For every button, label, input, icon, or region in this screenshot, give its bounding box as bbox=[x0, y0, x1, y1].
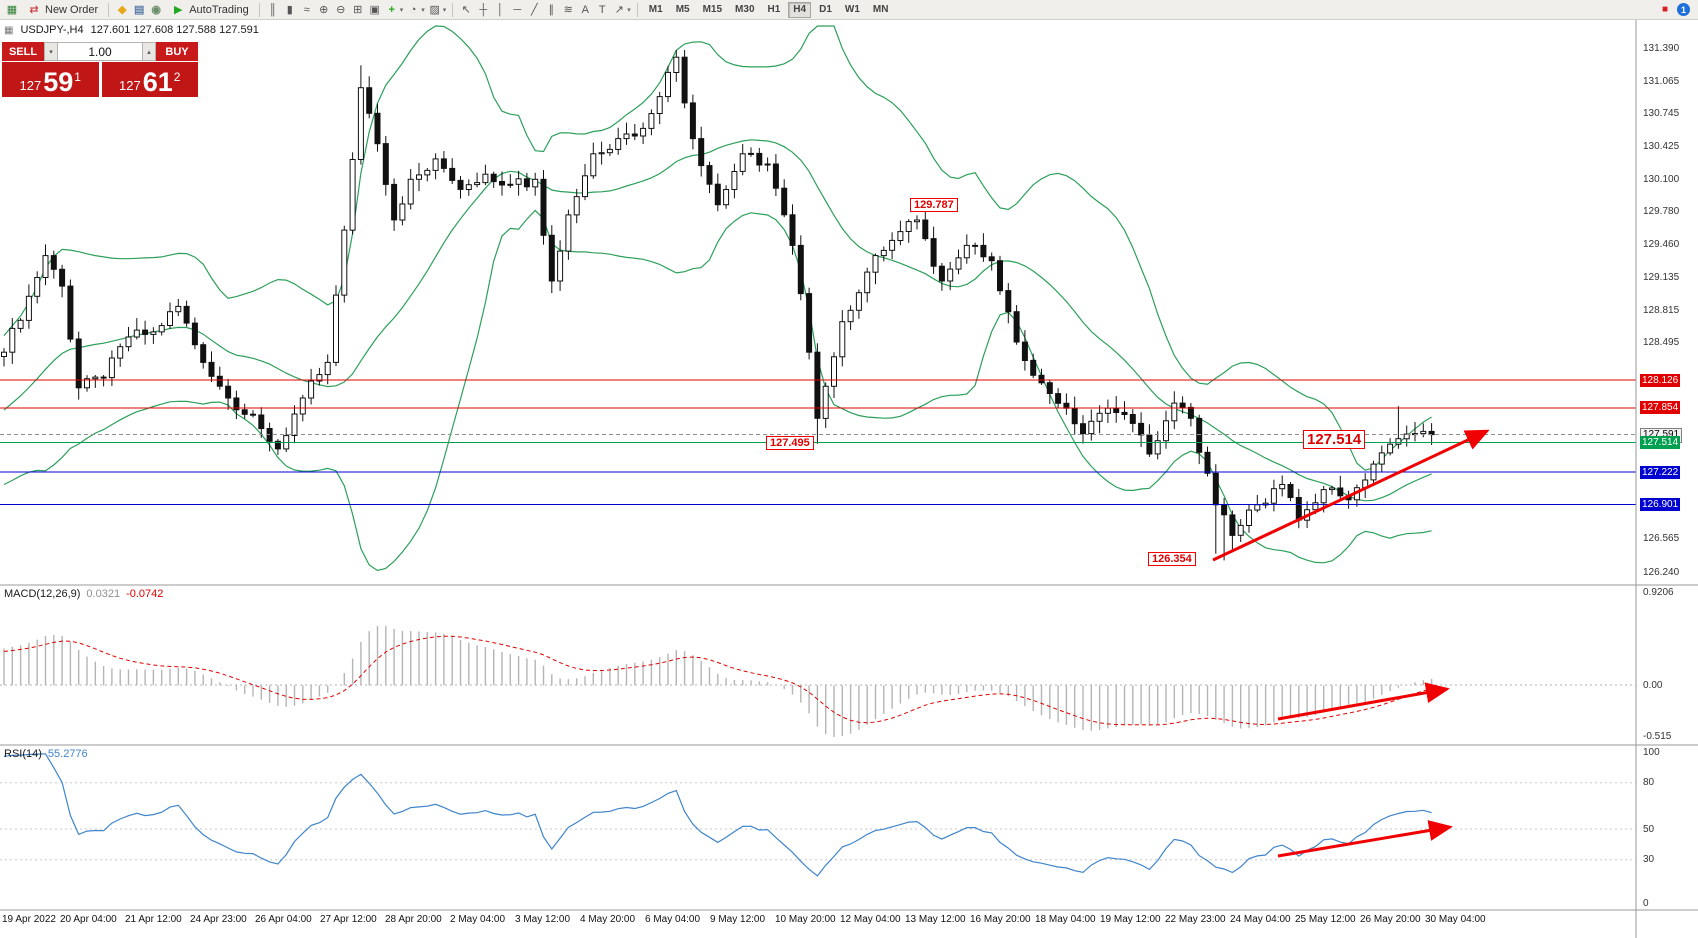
sell-price-pips: 59 bbox=[43, 67, 74, 98]
sell-price-subpip: 1 bbox=[74, 70, 81, 84]
sell-button[interactable]: SELL bbox=[2, 42, 44, 61]
crosshair-icon[interactable]: ┼ bbox=[479, 3, 488, 16]
symbol-info: ▦ USDJPY-,H4 127.601 127.608 127.588 127… bbox=[4, 24, 259, 36]
autotrading-button[interactable]: ▶ AutoTrading bbox=[165, 0, 254, 20]
buy-price-button[interactable]: 127 61 2 bbox=[101, 62, 198, 98]
rsi-title: RSI(14) bbox=[4, 748, 42, 760]
new-order-icon: ⇄ bbox=[29, 3, 39, 16]
arrows-tool-icon[interactable]: ↗ bbox=[614, 3, 624, 16]
buy-price-pips: 61 bbox=[142, 67, 173, 98]
timeframe-m5[interactable]: M5 bbox=[675, 3, 690, 15]
bollinger-band-line bbox=[3, 209, 1432, 572]
notification-badge[interactable]: 1 bbox=[1677, 3, 1690, 16]
horizontal-line-icon[interactable]: ─ bbox=[513, 3, 522, 16]
trend-arrow-object[interactable] bbox=[1277, 820, 1453, 858]
cursor-icon[interactable]: ↖ bbox=[461, 3, 471, 16]
candlestick-chart-icon[interactable]: ▮ bbox=[286, 3, 293, 16]
timeframe-m15[interactable]: M15 bbox=[702, 3, 723, 15]
volume-increase-button[interactable]: ▴ bbox=[142, 42, 156, 61]
text-icon[interactable]: A bbox=[581, 3, 589, 16]
timeframe-h1[interactable]: H1 bbox=[767, 3, 781, 15]
sell-price-button[interactable]: 127 59 1 bbox=[2, 62, 99, 97]
volume-input[interactable]: 1.00 bbox=[58, 42, 142, 61]
data-window-icon[interactable]: ◉ bbox=[151, 3, 161, 16]
draw-tools-group: ↖ ┼ │ ─ ╱ ∥ ≋ A T ↗ ▾ bbox=[458, 2, 632, 18]
vertical-line-icon[interactable]: │ bbox=[496, 3, 504, 16]
timeframes-group: M1 M5 M15 M30 H1 H4 D1 W1 MN bbox=[643, 1, 895, 18]
sell-price-int: 127 bbox=[19, 78, 42, 93]
strategy-tester-icon[interactable]: ▤ bbox=[133, 3, 145, 16]
toolbar-separator bbox=[636, 2, 638, 17]
toolbar-separator bbox=[258, 2, 260, 17]
timeframe-w1[interactable]: W1 bbox=[844, 3, 860, 15]
quick-icons-group: ◆ ▤ ◉ bbox=[114, 2, 164, 18]
macd-title: MACD(12,26,9) bbox=[4, 588, 81, 600]
symbol-name: USDJPY-,H4 bbox=[20, 24, 84, 36]
toolbar-right-group: ■ 1 bbox=[1657, 2, 1690, 18]
periods-icon-dropdown[interactable]: ▾ bbox=[421, 6, 425, 14]
trend-arrow-object[interactable] bbox=[1212, 429, 1490, 562]
timeframe-mn[interactable]: MN bbox=[872, 3, 889, 15]
templates-icon[interactable]: ▨ bbox=[429, 3, 440, 16]
zoom-out-icon[interactable]: ⊖ bbox=[336, 3, 346, 16]
toolbar-separator bbox=[108, 2, 110, 17]
autotrading-label: AutoTrading bbox=[189, 3, 249, 16]
buy-price-int: 127 bbox=[119, 78, 141, 93]
rsi-indicator-label: RSI(14) 55.2776 bbox=[4, 748, 88, 760]
new-order-label: New Order bbox=[45, 3, 99, 16]
toolbar: ▦ ⇄ New Order ◆ ▤ ◉ ▶ AutoTrading ║ ▮ ≈ ⊕ ⊖ ⊞ ▣ +… bbox=[0, 0, 1698, 20]
macd-indicator-label: MACD(12,26,9) 0.0321 -0.0742 bbox=[4, 588, 163, 600]
templates-icon-dropdown[interactable]: ▾ bbox=[442, 6, 447, 14]
channel-icon[interactable]: ∥ bbox=[548, 3, 555, 16]
macd-main-value: 0.0321 bbox=[86, 588, 121, 600]
zoom-in-icon[interactable]: ⊕ bbox=[319, 3, 329, 16]
bar-chart-icon[interactable]: ║ bbox=[268, 3, 277, 16]
timeframe-d1[interactable]: D1 bbox=[819, 3, 832, 15]
arrows-tool-icon-dropdown[interactable]: ▾ bbox=[627, 6, 631, 14]
timeframe-h4[interactable]: H4 bbox=[788, 1, 812, 18]
line-chart-icon[interactable]: ≈ bbox=[303, 3, 310, 16]
indicators-icon[interactable]: + bbox=[388, 3, 395, 16]
autotrading-icon: ▶ bbox=[173, 3, 183, 16]
label-icon[interactable]: T bbox=[598, 3, 606, 16]
metaeditor-icon[interactable]: ◆ bbox=[117, 3, 127, 16]
buy-button[interactable]: BUY bbox=[156, 42, 198, 61]
chart-window-icon[interactable]: ▦ bbox=[6, 3, 18, 16]
rsi-value: 55.2776 bbox=[47, 748, 88, 760]
one-click-trading-panel: SELL ▾ 1.00 ▴ BUY 127 59 1 127 61 2 bbox=[2, 42, 198, 97]
chart-mini-icon: ▦ bbox=[4, 24, 14, 36]
buy-price-subpip: 2 bbox=[173, 70, 181, 84]
new-order-button[interactable]: ⇄ New Order bbox=[21, 0, 103, 20]
tile-windows-icon[interactable]: ⊞ bbox=[353, 3, 363, 16]
trendline-icon[interactable]: ╱ bbox=[530, 3, 538, 16]
timeframe-m1[interactable]: M1 bbox=[648, 3, 663, 15]
chart-tools-group: ║ ▮ ≈ ⊕ ⊖ ⊞ ▣ + ▾ ◔ ▾ ▨ ▾ bbox=[265, 2, 448, 18]
symbol-ohlc: 127.601 127.608 127.588 127.591 bbox=[90, 24, 259, 36]
trend-arrow-object[interactable] bbox=[1277, 682, 1450, 721]
toolbar-separator bbox=[452, 2, 454, 17]
macd-signal-value: -0.0742 bbox=[126, 588, 164, 600]
bollinger-band-line bbox=[3, 25, 1432, 471]
volume-decrease-button[interactable]: ▾ bbox=[44, 42, 58, 61]
indicators-icon-dropdown[interactable]: ▾ bbox=[399, 6, 404, 14]
timeframe-m30[interactable]: M30 bbox=[735, 3, 755, 15]
periods-icon[interactable]: ◔ bbox=[409, 3, 417, 16]
alert-icon[interactable]: ■ bbox=[1661, 3, 1669, 15]
fibonacci-icon[interactable]: ≋ bbox=[563, 3, 573, 16]
cascade-windows-icon[interactable]: ▣ bbox=[369, 3, 380, 16]
